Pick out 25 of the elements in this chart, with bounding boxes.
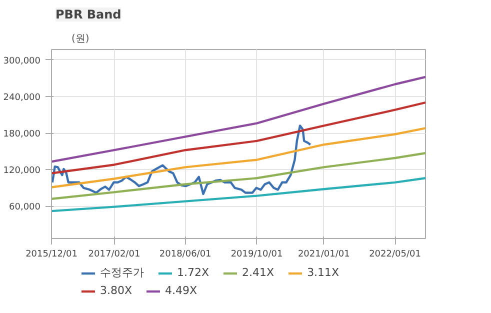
y-axis-title: (원) (72, 34, 90, 44)
x-tick-label: 2021/01/01 (298, 250, 350, 260)
x-tick-label: 2022/05/01 (369, 250, 421, 260)
y-tick-label: 60,000 (9, 202, 41, 213)
legend-label: 1.72X (177, 266, 210, 279)
line-series (52, 101, 426, 174)
y-tick-label: 240,000 (3, 92, 41, 103)
y-tick-label: 120,000 (3, 166, 41, 176)
x-tick-label: 2019/10/01 (230, 250, 283, 260)
y-tick-label: 300,000 (3, 56, 41, 66)
x-tick-label: 2017/02/01 (88, 250, 140, 260)
line-series (52, 127, 426, 188)
line-series (52, 124, 312, 196)
legend-label: 2.41X (242, 266, 274, 279)
legend-label: 4.49X (165, 284, 198, 297)
legend-label: 수정주가 (100, 265, 144, 280)
line-series (52, 76, 426, 163)
y-tick-label: 180,000 (3, 130, 41, 140)
x-tick-label: 2015/12/01 (26, 250, 78, 260)
line-series (52, 177, 426, 212)
line-series (52, 152, 426, 200)
chart-title: PBR Band (56, 8, 122, 22)
x-tick-label: 2018/06/01 (159, 250, 212, 260)
legend-label: 3.80X (100, 284, 132, 297)
legend-label: 3.11X (307, 266, 340, 279)
